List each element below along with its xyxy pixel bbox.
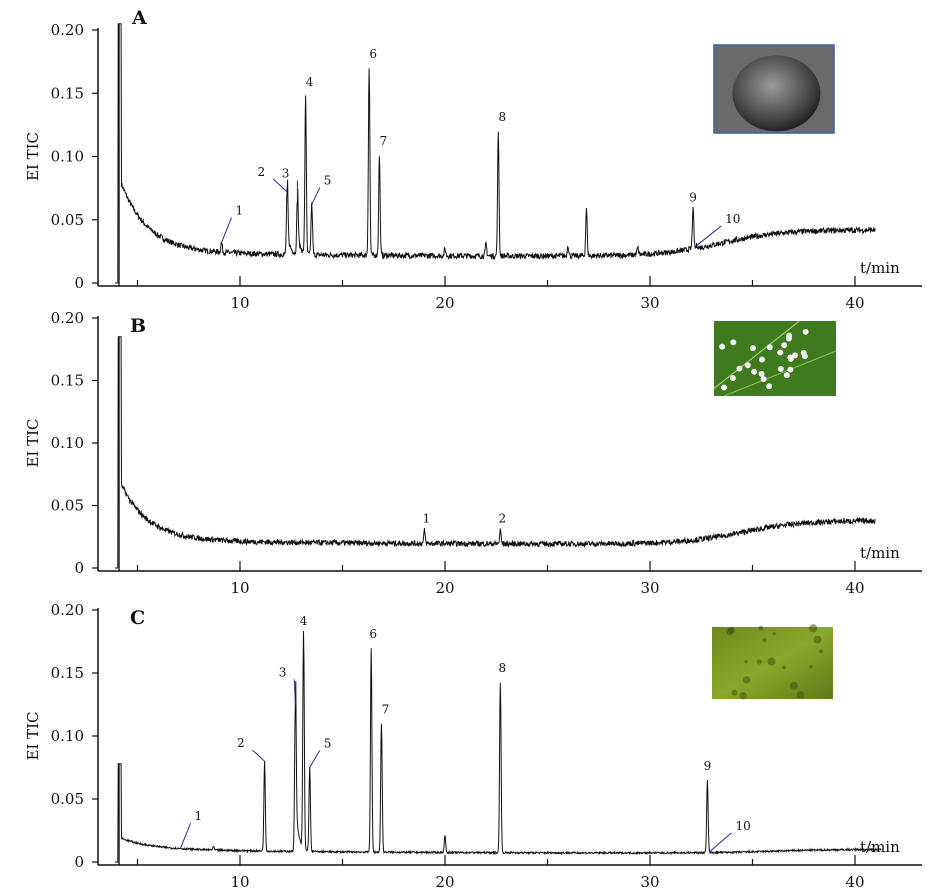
x-tick-label: 30: [640, 294, 659, 312]
peak-label: 6: [369, 47, 377, 61]
panel-title: C: [130, 607, 145, 629]
x-tick-label: 30: [640, 873, 659, 891]
peak-label: 7: [382, 702, 390, 716]
peak-label: 9: [689, 191, 697, 205]
y-tick-label: 0.10: [51, 148, 84, 166]
x-tick-label: 40: [845, 579, 864, 597]
y-axis-label: EI TIC: [24, 418, 42, 467]
y-tick-label: 0.15: [51, 84, 84, 102]
peak-label: 8: [498, 110, 506, 124]
y-tick-label: 0: [74, 274, 84, 292]
peak-label: 9: [704, 759, 712, 773]
peak-label: 3: [282, 167, 290, 181]
y-tick-label: 0.15: [51, 664, 84, 682]
y-tick-label: 0: [74, 559, 84, 577]
panel-c: 0 0.05 0.10 0.15 0.20 10 20 30 40 t/min EI TIC C 1 2 3…: [24, 601, 922, 891]
peak-label: 4: [300, 614, 308, 628]
panel-a: 0 0.05 0.10 0.15 0.20 10 20 30 40 t/min EI TIC A 1 2 3…: [24, 7, 922, 312]
peak-label: 1: [195, 809, 203, 823]
peak-label: 3: [279, 666, 287, 680]
peak-label: 5: [324, 737, 332, 751]
peak-label: 2: [499, 512, 507, 526]
y-tick-label: 0.15: [51, 372, 84, 390]
peak-label: 10: [725, 212, 740, 226]
x-tick-label: 40: [845, 873, 864, 891]
x-tick-label: 20: [435, 873, 454, 891]
y-axis-label: EI TIC: [24, 711, 42, 760]
peak-leader-line: [293, 679, 296, 705]
peak-label: 1: [423, 512, 431, 526]
peak-label: 1: [236, 204, 244, 218]
y-tick-label: 0.20: [51, 21, 84, 39]
y-tick-label: 0.05: [51, 211, 84, 229]
peak-leader-line: [709, 832, 732, 853]
y-axis-label: EI TIC: [24, 132, 42, 181]
x-tick-label: 10: [230, 873, 249, 891]
peak-label: 2: [237, 736, 245, 750]
x-tick-label: 40: [845, 294, 864, 312]
x-tick-label: 20: [435, 579, 454, 597]
x-tick-label: 20: [435, 294, 454, 312]
x-axis-label: t/min: [860, 259, 900, 277]
peak-label: 8: [499, 661, 507, 675]
peak-leader-line: [180, 822, 192, 849]
y-tick-label: 0.05: [51, 790, 84, 808]
x-tick-label: 30: [640, 579, 659, 597]
x-axis-label: t/min: [860, 544, 900, 562]
inset-image: [713, 320, 837, 397]
y-tick-label: 0.10: [51, 727, 84, 745]
chromatogram-trace: [115, 630, 882, 863]
peak-label: 2: [258, 165, 266, 179]
peak-leader-line: [309, 750, 321, 768]
peak-leader-line: [221, 217, 233, 243]
panel-title: A: [131, 7, 147, 29]
chromatogram-trace: [115, 23, 876, 284]
y-tick-label: 0.20: [51, 309, 84, 327]
peak-leader-line: [311, 187, 321, 205]
y-tick-label: 0: [74, 853, 84, 871]
x-tick-label: 10: [230, 294, 249, 312]
x-tick-label: 10: [230, 579, 249, 597]
inset-image: [713, 44, 835, 134]
chromatogram-trace: [115, 336, 876, 569]
y-tick-label: 0.05: [51, 497, 84, 515]
panel-title: B: [130, 315, 146, 337]
inset-image: [712, 624, 833, 700]
peak-leader-line: [252, 749, 265, 762]
peak-label: 10: [735, 819, 750, 833]
peak-leader-line: [272, 178, 288, 193]
peak-label: 5: [324, 174, 332, 188]
peak-label: 6: [369, 627, 377, 641]
peak-label: 4: [306, 75, 314, 89]
panel-b: 0 0.05 0.10 0.15 0.20 10 20 30 40 t/min EI TIC B 1 2: [24, 309, 922, 597]
x-axis-label: t/min: [860, 838, 900, 856]
y-tick-label: 0.20: [51, 601, 84, 619]
y-tick-label: 0.10: [51, 434, 84, 452]
peak-label: 7: [380, 134, 388, 148]
peak-leader-line: [696, 225, 722, 246]
